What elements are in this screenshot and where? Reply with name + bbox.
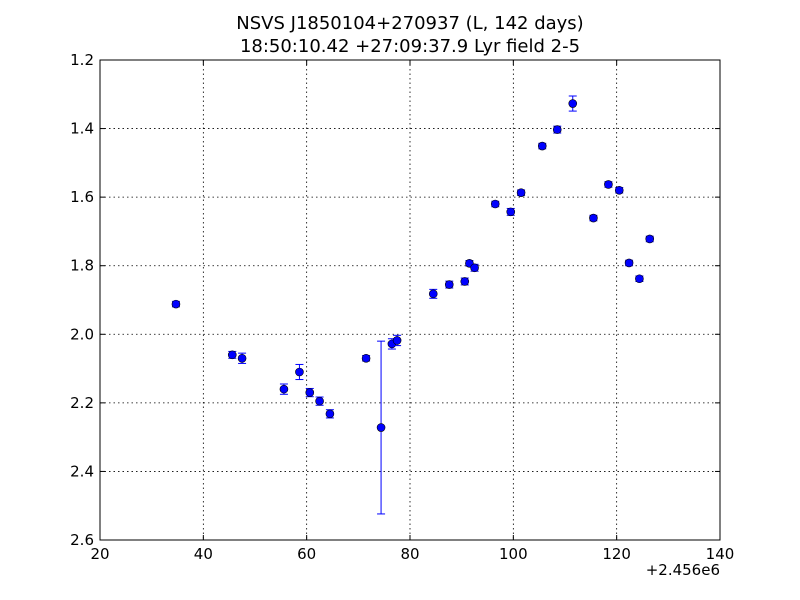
data-marker: [645, 234, 655, 244]
data-point: [490, 199, 500, 209]
data-points: [171, 95, 655, 515]
data-marker: [361, 353, 371, 363]
data-marker: [516, 188, 526, 197]
data-marker: [237, 353, 247, 363]
data-marker: [295, 367, 304, 377]
data-marker: [428, 289, 438, 299]
data-point: [624, 258, 634, 268]
data-point: [645, 234, 655, 244]
data-marker: [315, 396, 324, 406]
data-marker: [279, 384, 289, 394]
data-marker: [325, 409, 335, 419]
data-marker: [490, 199, 500, 209]
data-marker: [635, 274, 644, 284]
data-marker: [624, 258, 634, 268]
data-point: [227, 350, 237, 360]
data-point: [305, 387, 315, 398]
data-point: [470, 263, 479, 273]
data-marker: [444, 280, 454, 289]
data-point: [460, 277, 470, 286]
data-marker: [227, 350, 237, 360]
data-marker: [552, 125, 562, 134]
data-point: [361, 353, 371, 363]
data-point: [635, 274, 644, 284]
data-marker: [537, 141, 547, 151]
x-tick-label: 60: [297, 545, 316, 563]
data-point: [279, 383, 289, 395]
y-tick-label: 2.6: [70, 531, 94, 549]
data-marker: [460, 277, 470, 286]
x-tick-label: 80: [400, 545, 419, 563]
data-point: [444, 280, 454, 289]
data-marker: [470, 263, 479, 273]
data-point: [589, 213, 598, 223]
x-tick-label: 40: [194, 545, 213, 563]
data-marker: [506, 207, 516, 217]
x-tick-label: 140: [706, 545, 735, 563]
chart-title-line-1: NSVS J1850104+270937 (L, 142 days): [236, 13, 583, 34]
y-tick-label: 1.6: [70, 188, 94, 206]
y-tick-label: 2.4: [70, 462, 94, 480]
data-marker: [392, 336, 402, 345]
y-tick-label: 2.0: [70, 325, 94, 343]
data-point: [295, 363, 304, 381]
data-point: [376, 340, 386, 515]
data-point: [552, 125, 562, 134]
y-tick-label: 1.8: [70, 257, 94, 275]
y-tick-label: 1.4: [70, 120, 94, 138]
data-point: [516, 188, 526, 197]
data-point: [171, 299, 181, 309]
data-point: [506, 207, 516, 217]
data-marker: [589, 213, 598, 223]
data-point: [315, 396, 324, 406]
data-point: [537, 141, 547, 151]
data-point: [568, 95, 578, 112]
data-marker: [614, 185, 624, 195]
y-tick-label: 1.2: [70, 51, 94, 69]
data-marker: [376, 423, 386, 432]
data-marker: [604, 180, 613, 189]
x-tick-label: 20: [90, 545, 109, 563]
chart-title-line-2: 18:50:10.42 +27:09:37.9 Lyr field 2-5: [240, 36, 580, 57]
axis-ticks: 20 40 60 80 100 120 140 1.2 1.4 1.6 1.8 2.0 2.2 2.4 2.…: [70, 51, 734, 563]
x-tick-label: 100: [499, 545, 528, 563]
data-point: [604, 180, 613, 189]
data-point: [614, 185, 624, 195]
data-point: [237, 352, 247, 364]
data-point: [392, 334, 402, 347]
x-axis-offset-label: +2.456e6: [646, 561, 720, 579]
data-point: [428, 288, 438, 299]
x-tick-label: 120: [602, 545, 631, 563]
data-marker: [568, 99, 578, 108]
data-point: [325, 409, 335, 419]
y-tick-label: 2.2: [70, 394, 94, 412]
grid-lines: [100, 60, 720, 540]
data-marker: [171, 299, 181, 309]
data-marker: [305, 388, 315, 397]
